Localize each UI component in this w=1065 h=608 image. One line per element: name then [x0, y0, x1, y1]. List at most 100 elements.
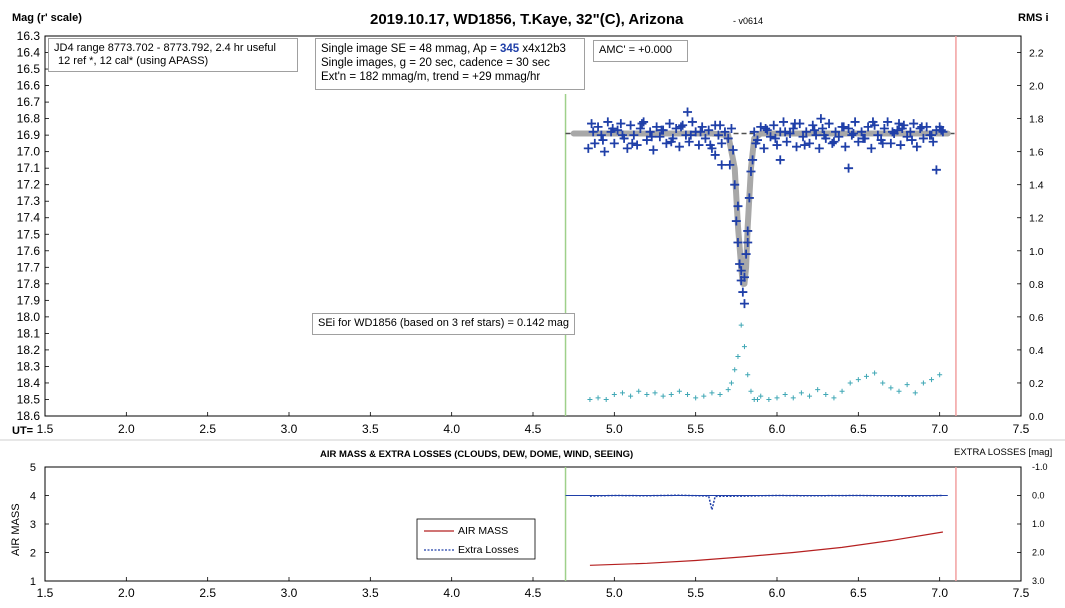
magnitude-point	[697, 122, 707, 132]
magnitude-point	[723, 133, 733, 143]
single-image-se-text: Single image SE = 48 mmag, Ap =	[321, 43, 500, 55]
magnitude-point	[873, 130, 883, 140]
magnitude-point	[613, 125, 623, 135]
magnitude-point	[808, 120, 818, 130]
lower-x-tick-label: 2.0	[118, 586, 135, 600]
magnitude-point	[775, 155, 785, 165]
rms-point	[595, 395, 601, 401]
y-tick-label: 17.8	[17, 277, 41, 291]
magnitude-point	[642, 135, 652, 145]
magnitude-point	[666, 137, 676, 147]
magnitude-point	[790, 119, 800, 129]
y-tick-label: 18.2	[17, 343, 41, 357]
rms-point	[929, 377, 935, 383]
rms-point	[660, 393, 666, 399]
airmass-tick-label: 3	[30, 519, 36, 531]
magnitude-point	[759, 143, 769, 153]
magnitude-point	[616, 119, 626, 129]
magnitude-point	[648, 145, 658, 155]
lower-x-tick-label: 7.5	[1013, 586, 1030, 600]
magnitude-point	[590, 138, 600, 148]
y2-tick-label: 0.4	[1029, 345, 1044, 357]
y-tick-label: 16.8	[17, 112, 41, 126]
magnitude-point	[887, 127, 897, 137]
magnitude-point	[736, 266, 746, 276]
magnitude-point	[780, 127, 790, 137]
magnitude-point	[720, 127, 730, 137]
rms-point	[758, 393, 764, 399]
rms-point	[701, 393, 707, 399]
y2-tick-label: 2.0	[1029, 81, 1044, 93]
x-tick-label: 7.5	[1013, 422, 1030, 436]
airmass-line	[589, 531, 944, 566]
rms-point	[823, 392, 829, 398]
magnitude-point	[746, 166, 756, 176]
y2-tick-label: 0.6	[1029, 312, 1044, 324]
right-axis-label: RMS i	[1018, 12, 1049, 24]
magnitude-point	[728, 145, 738, 155]
rms-point	[807, 393, 813, 399]
magnitude-point	[652, 122, 662, 132]
x-tick-label: 5.0	[606, 422, 623, 436]
rms-point	[798, 390, 804, 396]
lower-x-tick-label: 6.5	[850, 586, 867, 600]
rms-point	[880, 380, 886, 386]
rms-point	[587, 396, 593, 402]
rms-point	[912, 390, 918, 396]
magnitude-point	[762, 125, 772, 135]
y-tick-label: 18.0	[17, 310, 41, 324]
airmass-plot: 1 2 3 4 5 -1.0 0.0 1.0 2.0 3.0 1.5 2.0 2.5 3.0 3.5 4.0 4…	[30, 462, 1048, 600]
x-tick-label: 3.5	[362, 422, 379, 436]
magnitude-point	[593, 122, 603, 132]
lower-x-tick-label: 5.0	[606, 586, 623, 600]
y2-tick-label: 0.0	[1029, 411, 1044, 423]
magnitude-point	[857, 127, 867, 137]
losses-tick-label: 2.0	[1032, 548, 1045, 558]
magnitude-point	[827, 138, 837, 148]
magnitude-point	[818, 124, 828, 134]
magnitude-point	[868, 117, 878, 127]
rms-point	[748, 388, 754, 394]
magnitude-point	[785, 128, 795, 138]
rms-point	[725, 387, 731, 393]
magnitude-point	[850, 117, 860, 127]
magnitude-point	[844, 124, 854, 134]
magnitude-point	[819, 130, 829, 140]
x-tick-label: 6.5	[850, 422, 867, 436]
legend-losses-label: Extra Losses	[458, 544, 519, 556]
rms-point	[628, 393, 634, 399]
rms-point	[831, 395, 837, 401]
magnitude-point	[736, 276, 746, 286]
magnitude-point	[848, 128, 858, 138]
magnitude-point	[792, 142, 802, 152]
magnitude-point	[749, 127, 759, 137]
losses-tick-label: 1.0	[1032, 519, 1045, 529]
magnitude-point	[629, 130, 639, 140]
rms-point	[847, 380, 853, 386]
magnitude-point	[588, 127, 598, 137]
rms-point	[732, 367, 738, 373]
y-tick-label: 16.9	[17, 128, 41, 142]
y2-tick-label: 1.6	[1029, 147, 1044, 159]
magnitude-point	[600, 147, 610, 157]
magnitude-point	[761, 124, 771, 134]
left-axis-label: Mag (r' scale)	[12, 12, 82, 24]
magnitude-point	[938, 127, 948, 137]
magnitude-point	[725, 160, 735, 170]
magnitude-point	[918, 133, 928, 143]
magnitude-point	[596, 130, 606, 140]
magnitude-point	[765, 132, 775, 142]
rms-point	[652, 390, 658, 396]
magnitude-point	[858, 133, 868, 143]
y2-tick-label: 2.2	[1029, 48, 1044, 60]
lower-x-tick-label: 7.0	[931, 586, 948, 600]
airmass-tick-label: 1	[30, 576, 36, 588]
airmass-tick-label: 4	[30, 491, 36, 503]
sei-box: SEi for WD1856 (based on 3 ref stars) = …	[312, 313, 575, 335]
magnitude-point	[824, 119, 834, 129]
x-tick-label: 5.5	[687, 422, 704, 436]
magnitude-point	[715, 120, 725, 130]
magnitude-point	[917, 122, 927, 132]
magnitude-point	[905, 127, 915, 137]
magnitude-point	[741, 249, 751, 259]
